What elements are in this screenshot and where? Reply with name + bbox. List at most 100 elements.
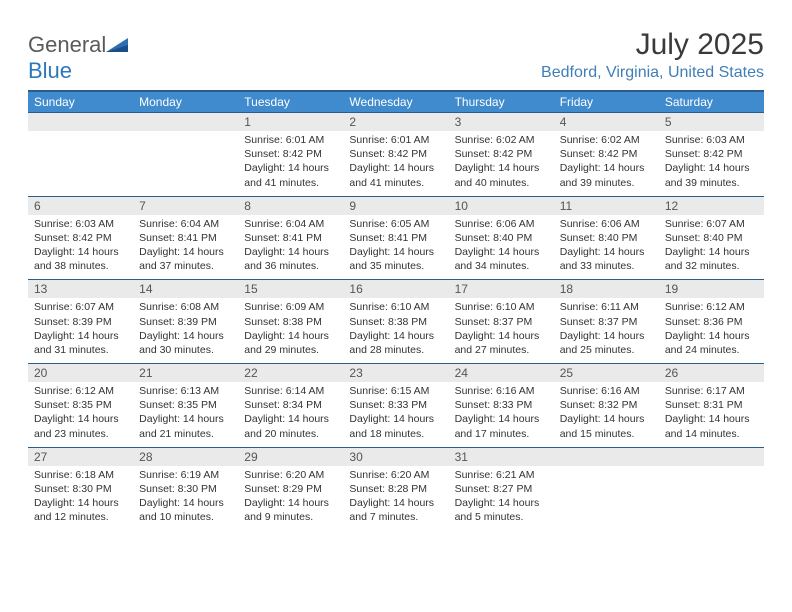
calendar-table: SundayMondayTuesdayWednesdayThursdayFrid… [28,90,764,530]
day-info: Sunrise: 6:06 AMSunset: 8:40 PMDaylight:… [554,215,659,280]
day-info: Sunrise: 6:10 AMSunset: 8:38 PMDaylight:… [343,298,448,363]
day-info-cell: Sunrise: 6:10 AMSunset: 8:38 PMDaylight:… [343,298,448,363]
day-number-cell: 24 [449,364,554,383]
day-info: Sunrise: 6:04 AMSunset: 8:41 PMDaylight:… [238,215,343,280]
day-number-cell: 21 [133,364,238,383]
day-info: Sunrise: 6:09 AMSunset: 8:38 PMDaylight:… [238,298,343,363]
day-number-cell: 25 [554,364,659,383]
logo-triangle-icon [106,32,128,50]
header: GeneralBlue July 2025 Bedford, Virginia,… [28,28,764,84]
weekday-header: Tuesday [238,91,343,113]
day-number-cell: 10 [449,196,554,215]
logo: GeneralBlue [28,28,128,84]
day-info: Sunrise: 6:20 AMSunset: 8:29 PMDaylight:… [238,466,343,531]
day-info: Sunrise: 6:03 AMSunset: 8:42 PMDaylight:… [28,215,133,280]
day-info-cell: Sunrise: 6:21 AMSunset: 8:27 PMDaylight:… [449,466,554,531]
day-number-cell: 20 [28,364,133,383]
weekday-header: Sunday [28,91,133,113]
day-number-cell: 4 [554,113,659,132]
day-data-row: Sunrise: 6:03 AMSunset: 8:42 PMDaylight:… [28,215,764,280]
month-title: July 2025 [541,28,764,62]
day-number-cell: 29 [238,447,343,466]
day-info: Sunrise: 6:05 AMSunset: 8:41 PMDaylight:… [343,215,448,280]
weekday-row: SundayMondayTuesdayWednesdayThursdayFrid… [28,91,764,113]
day-info: Sunrise: 6:12 AMSunset: 8:35 PMDaylight:… [28,382,133,447]
day-info: Sunrise: 6:16 AMSunset: 8:33 PMDaylight:… [449,382,554,447]
day-info-cell: Sunrise: 6:10 AMSunset: 8:37 PMDaylight:… [449,298,554,363]
day-info: Sunrise: 6:07 AMSunset: 8:39 PMDaylight:… [28,298,133,363]
day-info-cell: Sunrise: 6:20 AMSunset: 8:29 PMDaylight:… [238,466,343,531]
day-number-cell: 23 [343,364,448,383]
weekday-header: Thursday [449,91,554,113]
day-info-cell: Sunrise: 6:16 AMSunset: 8:32 PMDaylight:… [554,382,659,447]
day-info: Sunrise: 6:02 AMSunset: 8:42 PMDaylight:… [554,131,659,196]
day-number-cell: 14 [133,280,238,299]
day-number-cell: 13 [28,280,133,299]
day-number-cell: 3 [449,113,554,132]
day-number-row: 12345 [28,113,764,132]
day-number-cell: 15 [238,280,343,299]
location-text: Bedford, Virginia, United States [541,64,764,82]
day-info-cell: Sunrise: 6:08 AMSunset: 8:39 PMDaylight:… [133,298,238,363]
day-info-cell: Sunrise: 6:17 AMSunset: 8:31 PMDaylight:… [659,382,764,447]
day-info-cell: Sunrise: 6:12 AMSunset: 8:36 PMDaylight:… [659,298,764,363]
day-info: Sunrise: 6:03 AMSunset: 8:42 PMDaylight:… [659,131,764,196]
day-info-cell: Sunrise: 6:06 AMSunset: 8:40 PMDaylight:… [554,215,659,280]
day-data-row: Sunrise: 6:01 AMSunset: 8:42 PMDaylight:… [28,131,764,196]
weekday-header: Friday [554,91,659,113]
day-info: Sunrise: 6:08 AMSunset: 8:39 PMDaylight:… [133,298,238,363]
day-number-row: 13141516171819 [28,280,764,299]
day-number-cell [133,113,238,132]
day-info-cell: Sunrise: 6:07 AMSunset: 8:39 PMDaylight:… [28,298,133,363]
day-info: Sunrise: 6:12 AMSunset: 8:36 PMDaylight:… [659,298,764,363]
weekday-header: Monday [133,91,238,113]
day-info: Sunrise: 6:20 AMSunset: 8:28 PMDaylight:… [343,466,448,531]
day-info-cell: Sunrise: 6:14 AMSunset: 8:34 PMDaylight:… [238,382,343,447]
day-info-cell: Sunrise: 6:18 AMSunset: 8:30 PMDaylight:… [28,466,133,531]
day-info: Sunrise: 6:07 AMSunset: 8:40 PMDaylight:… [659,215,764,280]
day-number-cell: 28 [133,447,238,466]
day-number-cell: 31 [449,447,554,466]
day-number-cell: 5 [659,113,764,132]
day-info-cell: Sunrise: 6:04 AMSunset: 8:41 PMDaylight:… [133,215,238,280]
day-number-cell: 19 [659,280,764,299]
day-info-cell: Sunrise: 6:15 AMSunset: 8:33 PMDaylight:… [343,382,448,447]
day-number-cell: 8 [238,196,343,215]
day-number-cell: 11 [554,196,659,215]
day-info: Sunrise: 6:01 AMSunset: 8:42 PMDaylight:… [343,131,448,196]
day-info-cell: Sunrise: 6:06 AMSunset: 8:40 PMDaylight:… [449,215,554,280]
day-info-cell: Sunrise: 6:07 AMSunset: 8:40 PMDaylight:… [659,215,764,280]
calendar-head: SundayMondayTuesdayWednesdayThursdayFrid… [28,91,764,113]
day-info: Sunrise: 6:13 AMSunset: 8:35 PMDaylight:… [133,382,238,447]
day-number-cell: 30 [343,447,448,466]
day-number-cell: 18 [554,280,659,299]
day-number-cell: 6 [28,196,133,215]
day-info: Sunrise: 6:16 AMSunset: 8:32 PMDaylight:… [554,382,659,447]
day-info: Sunrise: 6:10 AMSunset: 8:37 PMDaylight:… [449,298,554,363]
day-number-cell: 7 [133,196,238,215]
day-info-cell: Sunrise: 6:13 AMSunset: 8:35 PMDaylight:… [133,382,238,447]
day-info-cell: Sunrise: 6:11 AMSunset: 8:37 PMDaylight:… [554,298,659,363]
day-info-cell: Sunrise: 6:01 AMSunset: 8:42 PMDaylight:… [343,131,448,196]
day-number-row: 2728293031 [28,447,764,466]
day-info-cell: Sunrise: 6:04 AMSunset: 8:41 PMDaylight:… [238,215,343,280]
day-info-cell [554,466,659,531]
day-number-cell: 22 [238,364,343,383]
day-data-row: Sunrise: 6:12 AMSunset: 8:35 PMDaylight:… [28,382,764,447]
day-number-cell [28,113,133,132]
day-number-cell: 26 [659,364,764,383]
day-info-cell [133,131,238,196]
day-info: Sunrise: 6:01 AMSunset: 8:42 PMDaylight:… [238,131,343,196]
day-number-cell: 27 [28,447,133,466]
day-number-cell [659,447,764,466]
day-info-cell: Sunrise: 6:16 AMSunset: 8:33 PMDaylight:… [449,382,554,447]
day-info-cell [28,131,133,196]
weekday-header: Saturday [659,91,764,113]
day-number-cell [554,447,659,466]
title-block: July 2025 Bedford, Virginia, United Stat… [541,28,764,82]
day-info-cell: Sunrise: 6:01 AMSunset: 8:42 PMDaylight:… [238,131,343,196]
logo-part2: Blue [28,58,72,83]
day-info: Sunrise: 6:18 AMSunset: 8:30 PMDaylight:… [28,466,133,531]
day-info-cell: Sunrise: 6:02 AMSunset: 8:42 PMDaylight:… [449,131,554,196]
day-number-cell: 1 [238,113,343,132]
